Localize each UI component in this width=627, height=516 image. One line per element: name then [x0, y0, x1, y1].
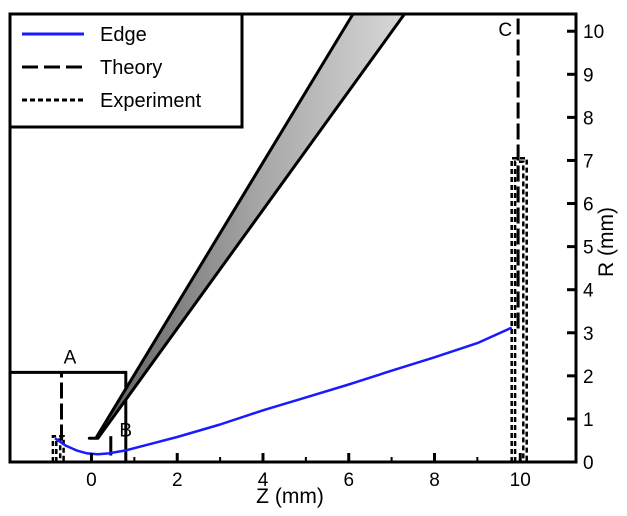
y-axis-title: R (mm) [595, 207, 618, 277]
x-tick-label-4: 4 [258, 470, 269, 491]
y-tick-label-3: 3 [583, 324, 594, 345]
series-line-edge [54, 326, 513, 456]
y-tick-label-6: 6 [583, 195, 594, 216]
x-axis: 0 2 4 6 8 10 [86, 453, 531, 491]
x-tick-label-0: 0 [86, 470, 97, 491]
legend: Edge Theory Experiment [8, 12, 244, 129]
y-tick-label-7: 7 [583, 151, 594, 172]
y-axis: 0 1 2 3 4 5 6 7 8 9 10 [567, 22, 604, 474]
y-tick-label-9: 9 [583, 65, 594, 86]
x-axis-title: Z (mm) [256, 485, 324, 508]
annotation-C: C [498, 20, 512, 41]
y-tick-label-0: 0 [583, 453, 594, 474]
x-tick-label-2: 2 [172, 470, 183, 491]
y-tick-label-5: 5 [583, 238, 594, 259]
legend-label-edge: Edge [100, 24, 147, 46]
data-series [51, 14, 528, 462]
annotations: A B C [64, 20, 512, 442]
annotation-B: B [119, 421, 132, 442]
experiment-outline-1 [51, 434, 65, 462]
y-tick-label-1: 1 [583, 410, 594, 431]
x-tick-label-10: 10 [510, 470, 531, 491]
y-tick-label-8: 8 [583, 108, 594, 129]
x-tick-label-6: 6 [343, 470, 354, 491]
legend-label-experiment: Experiment [100, 90, 202, 112]
annotation-A: A [64, 347, 77, 368]
experiment-outline-inner-2 [513, 160, 525, 462]
x-tick-label-8: 8 [429, 470, 440, 491]
y-tick-label-2: 2 [583, 367, 594, 388]
y-tick-label-10: 10 [583, 22, 604, 43]
y-tick-label-4: 4 [583, 281, 594, 302]
plot-frame [8, 12, 578, 464]
legend-label-theory: Theory [100, 57, 162, 79]
